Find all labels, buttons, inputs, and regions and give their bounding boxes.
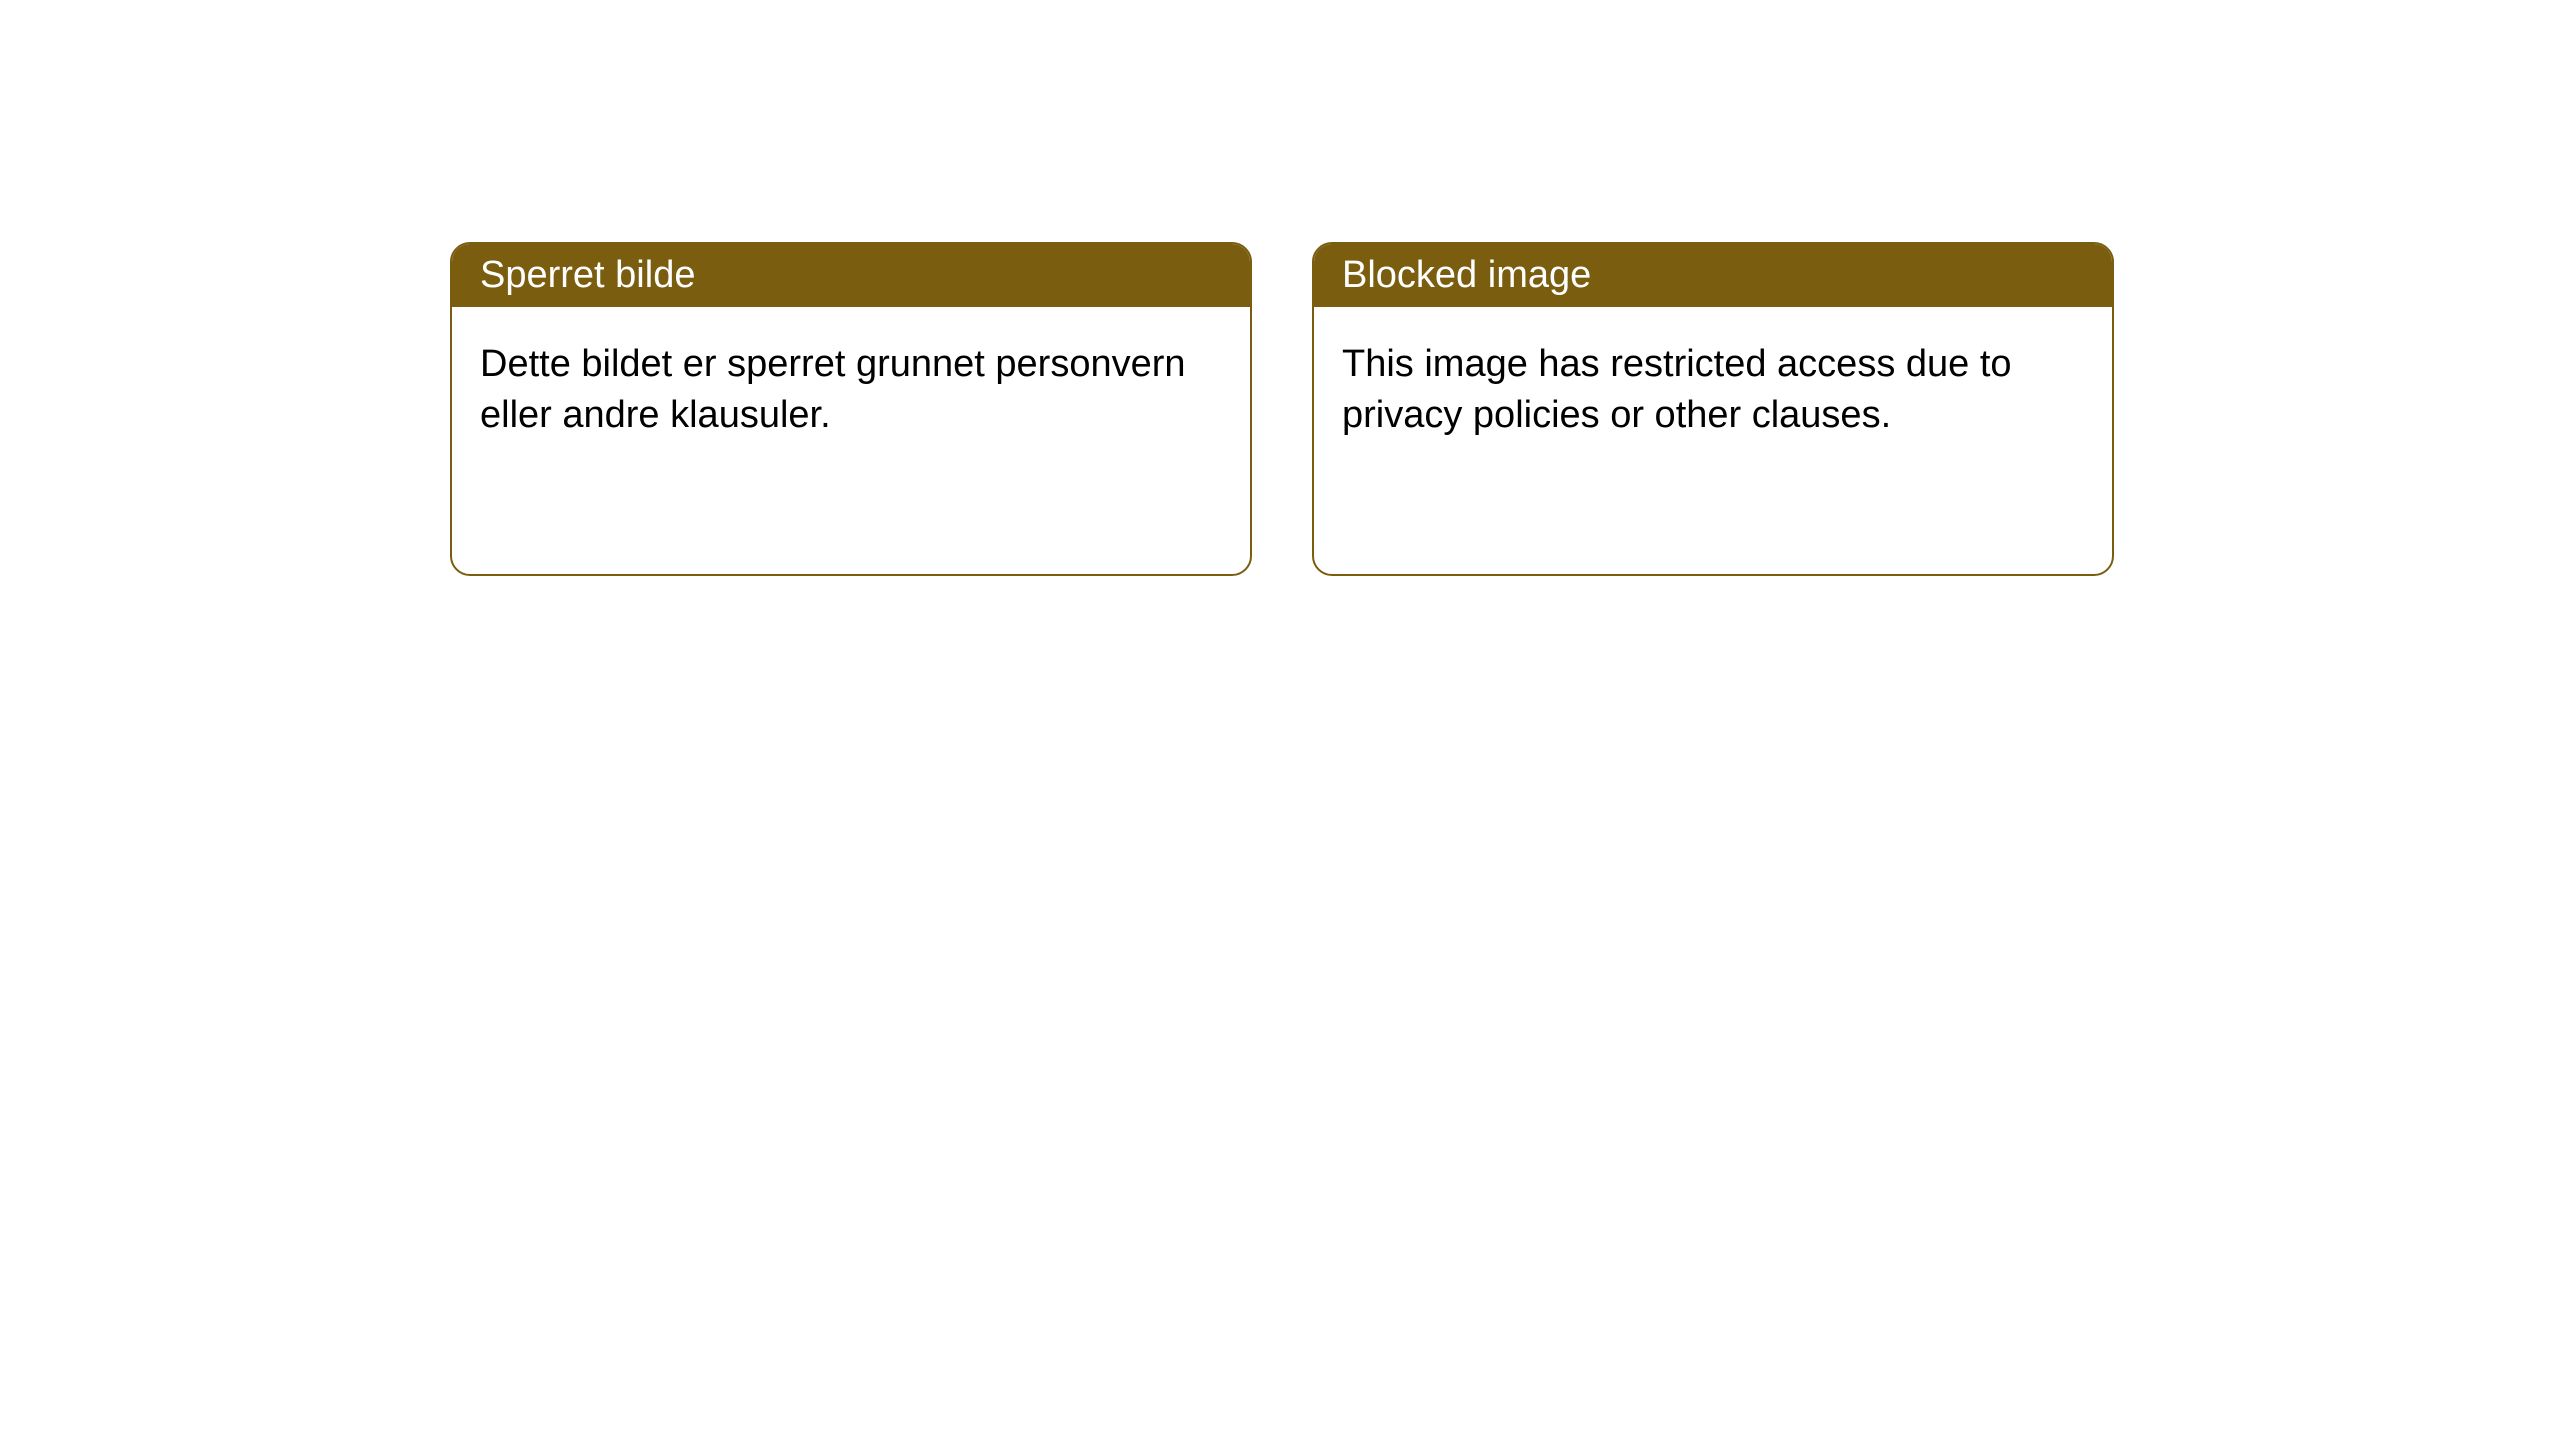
cards-container: Sperret bilde Dette bildet er sperret gr… — [0, 0, 2560, 576]
card-title: Sperret bilde — [452, 244, 1250, 307]
card-body: Dette bildet er sperret grunnet personve… — [452, 307, 1250, 474]
blocked-image-card-en: Blocked image This image has restricted … — [1312, 242, 2114, 576]
card-body: This image has restricted access due to … — [1314, 307, 2112, 474]
card-title: Blocked image — [1314, 244, 2112, 307]
blocked-image-card-no: Sperret bilde Dette bildet er sperret gr… — [450, 242, 1252, 576]
